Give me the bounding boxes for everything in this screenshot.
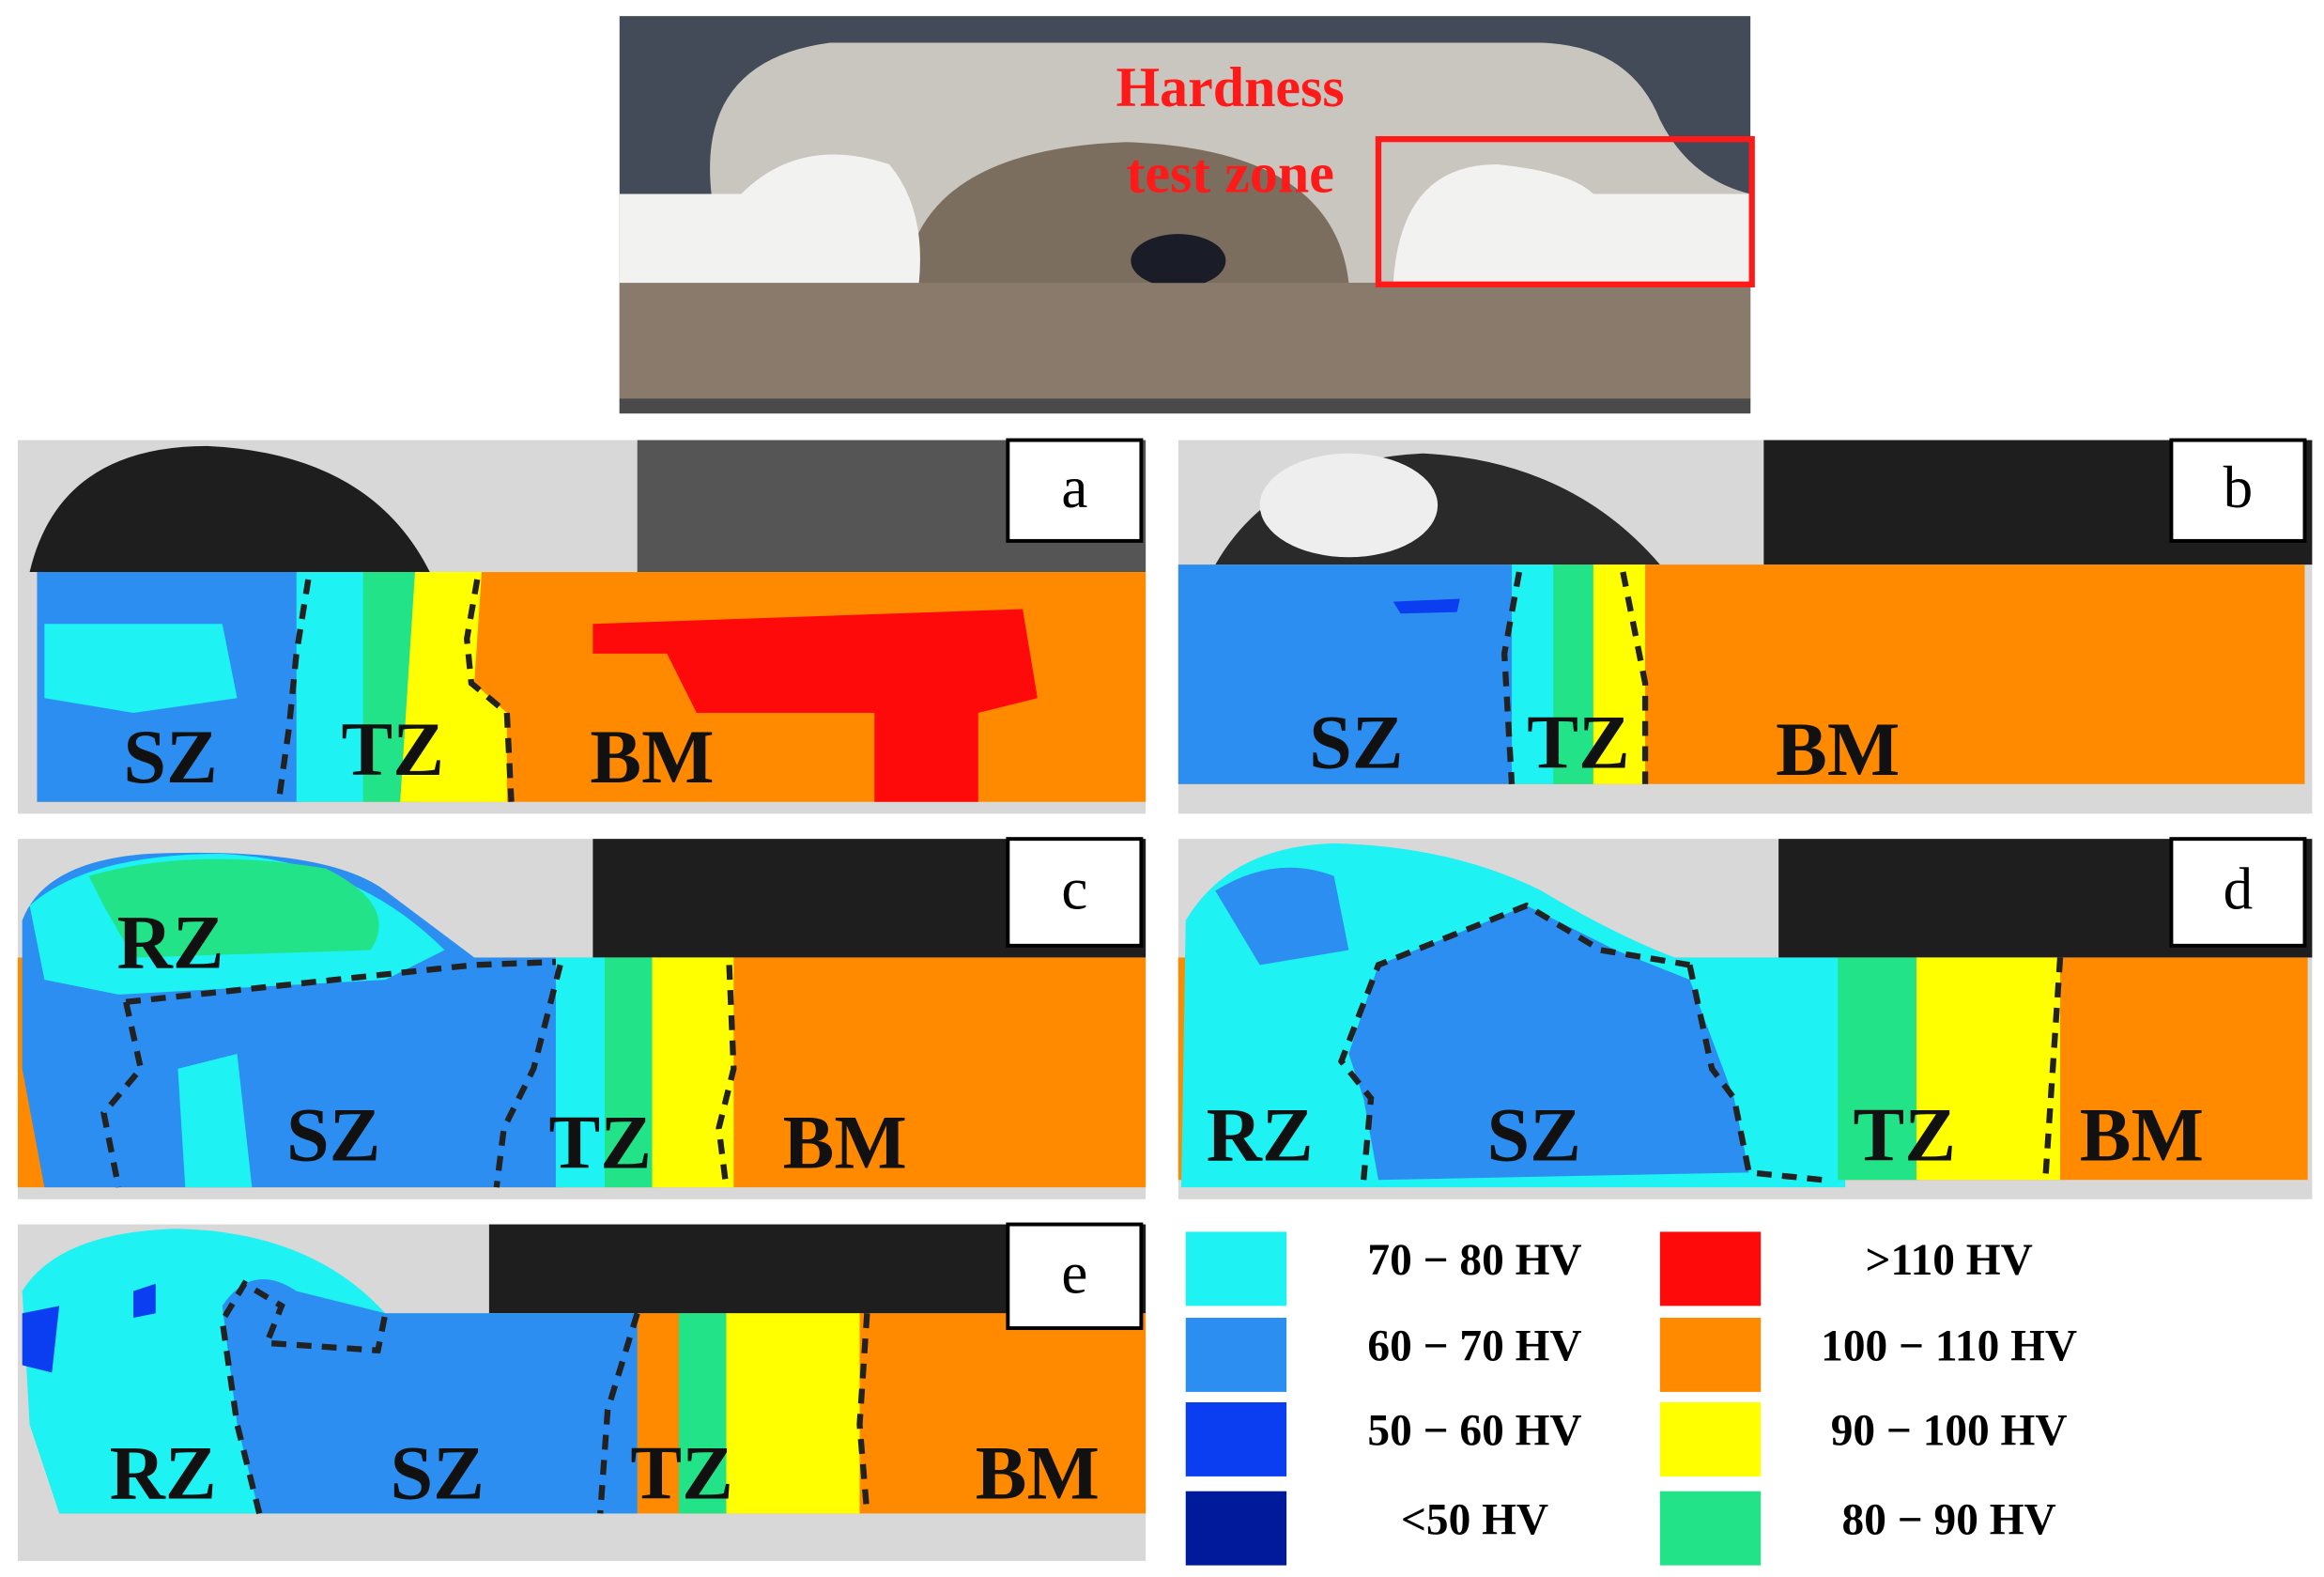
zone-label: SZ <box>1487 1092 1581 1178</box>
zone-label: BM <box>1776 706 1900 792</box>
annotation: test zone <box>1126 143 1333 205</box>
shape <box>716 965 737 1188</box>
hardness-region <box>177 1054 253 1188</box>
legend-swatch <box>1659 1491 1762 1566</box>
shape <box>2169 837 2307 948</box>
hardness-region <box>222 1278 638 1514</box>
hardness-region <box>678 1313 731 1514</box>
legend-swatch <box>1659 1401 1762 1477</box>
panel-label: e <box>1061 1240 1087 1306</box>
shape <box>493 964 563 1188</box>
hardness-region <box>1838 957 1920 1181</box>
zone-label: RZ <box>117 899 224 984</box>
legend-swatch <box>1185 1231 1287 1306</box>
shape <box>125 959 557 1005</box>
shape <box>597 1312 640 1514</box>
legend-label: 80 − 90 HV <box>1842 1495 2056 1544</box>
zone-label: SZ <box>390 1430 484 1515</box>
hardness-region <box>605 957 657 1188</box>
hardness-region <box>22 1306 60 1373</box>
legend-label: 60 − 70 HV <box>1367 1322 1581 1371</box>
zone-label: SZ <box>123 714 217 799</box>
shape <box>2042 957 2064 1181</box>
panel-a: a SZ TZ BM <box>17 438 1147 814</box>
hardness-region <box>133 1283 156 1319</box>
shape <box>1337 902 1690 1181</box>
shape <box>856 1313 870 1514</box>
test-zone-box <box>1375 135 1755 287</box>
shape <box>1006 837 1144 948</box>
hardness-region <box>1348 905 1749 1181</box>
zone-label: BM <box>2080 1092 2204 1178</box>
hardness-region <box>1393 598 1460 614</box>
hardness-region <box>555 957 608 1188</box>
legend-label: >110 HV <box>1866 1236 2033 1285</box>
legend-swatch <box>1659 1231 1762 1306</box>
hardness-region <box>1215 867 1349 966</box>
hardness-region <box>1916 957 2061 1181</box>
zone-label: TZ <box>342 706 444 792</box>
annotation: Hardness <box>1116 56 1344 118</box>
hardness-region <box>726 1313 860 1514</box>
panel-label: b <box>2224 455 2254 520</box>
hardness-region <box>593 609 1038 802</box>
legend-label: <50 HV <box>1401 1495 1548 1544</box>
panel-c: c RZ SZ TZ BM <box>17 837 1147 1199</box>
zone-label: SZ <box>1309 699 1403 784</box>
plate <box>619 154 920 284</box>
zone-label: TZ <box>1854 1092 1956 1178</box>
shape <box>1259 453 1439 558</box>
shape <box>219 1279 389 1515</box>
panel-label: d <box>2224 857 2254 922</box>
shape <box>464 579 515 802</box>
shape <box>1006 438 1144 543</box>
hardness-region <box>1512 564 1557 784</box>
zone-label: BM <box>976 1430 1100 1515</box>
shape <box>1501 571 1523 784</box>
shape <box>100 1001 145 1188</box>
base-plate <box>619 283 1751 402</box>
hardness-region <box>88 858 379 958</box>
zone-label: BM <box>783 1099 907 1184</box>
zone-label: BM <box>590 714 714 799</box>
zone-label: TZ <box>630 1430 732 1515</box>
base-edge <box>619 398 1751 414</box>
shape <box>29 445 430 573</box>
legend-label: 100 − 110 HV <box>1821 1322 2077 1371</box>
hardness-region <box>296 572 368 802</box>
legend-swatch <box>1185 1491 1287 1566</box>
panel-label: c <box>1061 857 1087 922</box>
legend-label: 70 − 80 HV <box>1367 1236 1581 1285</box>
legend-label: 50 − 60 HV <box>1367 1407 1581 1456</box>
shape <box>2169 438 2307 543</box>
panel-b: b SZ TZ BM <box>1177 438 2313 814</box>
macrograph: Hardness test zone <box>619 16 1755 414</box>
shape <box>1620 571 1649 784</box>
zone-label: TZ <box>1527 699 1629 784</box>
panel-label: a <box>1061 455 1087 520</box>
zone-label: RZ <box>1207 1092 1314 1178</box>
panel-e: e RZ SZ TZ BM <box>17 1222 1147 1561</box>
stir-zone <box>903 142 1349 284</box>
hardness-region <box>44 624 238 713</box>
shape <box>275 579 312 803</box>
shape <box>1006 1222 1144 1331</box>
legend-swatch <box>1185 1318 1287 1392</box>
legend-label: 90 − 100 HV <box>1831 1407 2068 1456</box>
legend: 70 − 80 HV 60 − 70 HV 50 − 60 HV <50 HV >110… <box>1185 1231 2077 1566</box>
zone-label: SZ <box>286 1092 380 1178</box>
void <box>1131 234 1226 287</box>
panel-d: d RZ SZ TZ BM <box>1177 837 2313 1199</box>
hardness-region <box>1593 564 1646 784</box>
legend-swatch <box>1185 1401 1287 1477</box>
legend-swatch <box>1659 1318 1762 1392</box>
zone-label: RZ <box>110 1430 217 1515</box>
zone-label: TZ <box>549 1099 652 1184</box>
hardness-region <box>1553 564 1598 784</box>
hardness-region <box>400 572 507 802</box>
plate <box>1393 163 1751 284</box>
